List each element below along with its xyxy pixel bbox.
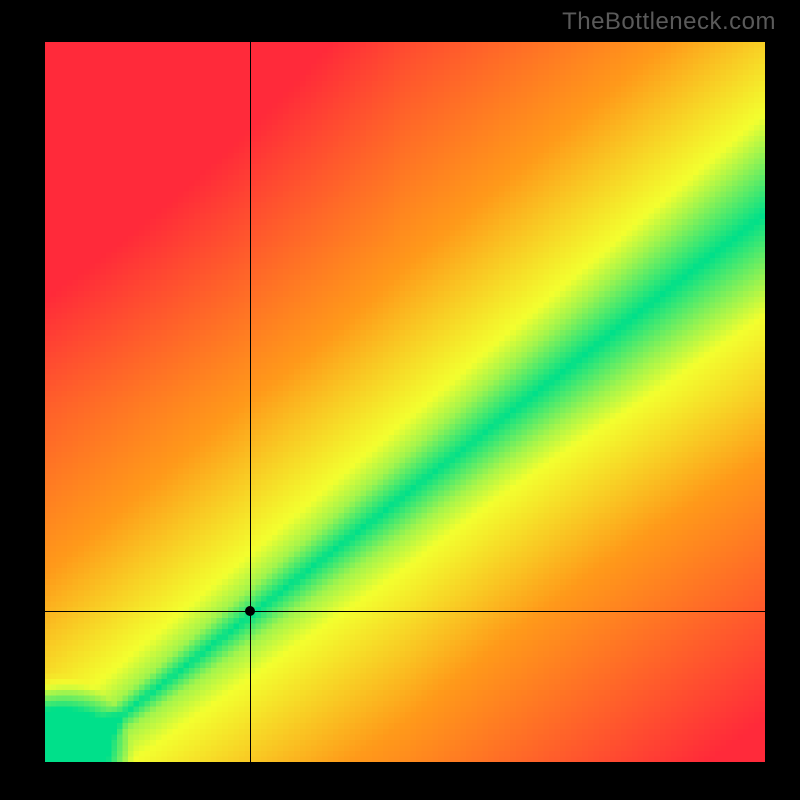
crosshair-vertical <box>250 42 251 762</box>
plot-area <box>45 42 765 762</box>
heatmap-canvas <box>45 42 765 762</box>
crosshair-horizontal <box>45 611 765 612</box>
crosshair-marker <box>245 606 255 616</box>
watermark-text: TheBottleneck.com <box>562 8 776 36</box>
